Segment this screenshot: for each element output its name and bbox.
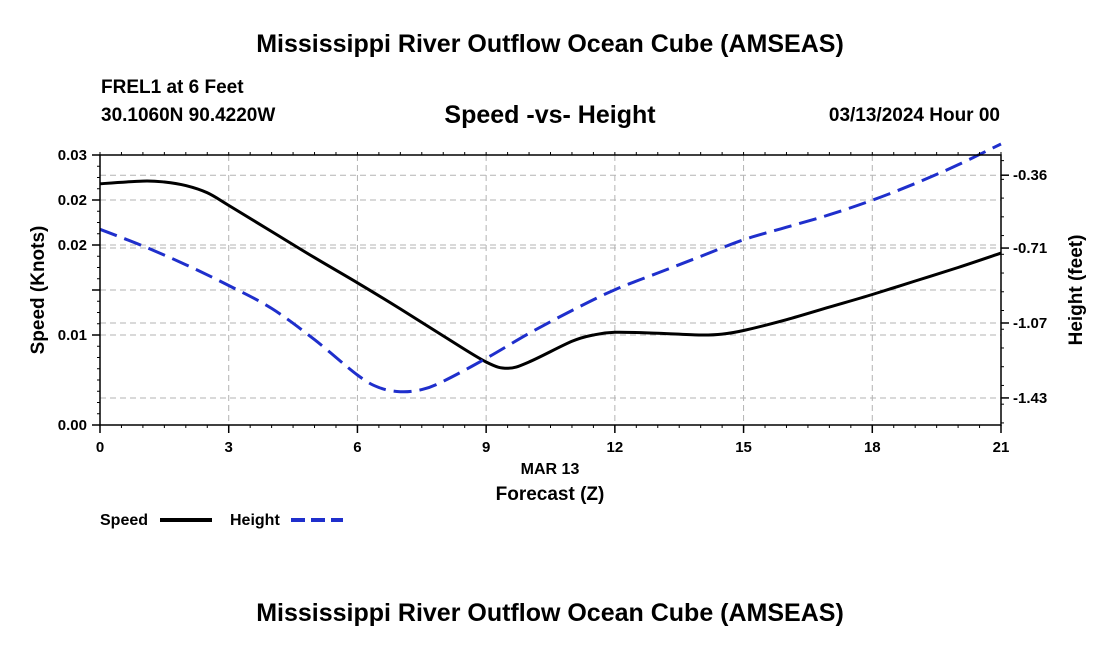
y-right-tick-label: -1.07 — [1013, 315, 1047, 332]
page-title: Mississippi River Outflow Ocean Cube (AM… — [256, 30, 844, 58]
x-tick-label: 12 — [607, 439, 624, 456]
y-left-tick-label: 0.03 — [58, 147, 87, 164]
grid — [100, 155, 1001, 425]
y-left-tick-label: 0.02 — [58, 192, 87, 209]
y-right-tick-label: -0.36 — [1013, 167, 1047, 184]
x-tick-label: 0 — [96, 439, 104, 456]
x-tick-label: 15 — [735, 439, 752, 456]
legend-height-label: Height — [230, 512, 280, 529]
legend: Speed Height — [100, 512, 343, 529]
axes: 0 3 6 9 12 15 18 21 0.00 0.01 0.02 0.02 0.03 -1.43 -1.… — [58, 147, 1047, 456]
x-tick-label: 3 — [225, 439, 233, 456]
station-name: FREL1 at 6 Feet — [101, 77, 244, 98]
forecast-date: 03/13/2024 Hour 00 — [828, 105, 1000, 126]
x-tick-label: 21 — [993, 439, 1010, 456]
height-line — [99, 142, 1002, 394]
series-layer — [99, 142, 1002, 394]
legend-speed-label: Speed — [100, 512, 148, 529]
y-left-tick-label: 0.01 — [58, 327, 87, 344]
x-tick-label: 9 — [482, 439, 490, 456]
y-left-tick-label: 0.00 — [58, 417, 87, 434]
y-right-tick-label: -1.43 — [1013, 390, 1047, 407]
x-tick-label: 6 — [353, 439, 361, 456]
x-axis-label: Forecast (Z) — [496, 484, 605, 505]
y-right-tick-label: -0.71 — [1013, 240, 1047, 257]
station-coordinates: 30.1060N 90.4220W — [101, 105, 276, 126]
footer-title: Mississippi River Outflow Ocean Cube (AM… — [256, 599, 844, 627]
x-tick-label: 18 — [864, 439, 881, 456]
x-axis-date-label: MAR 13 — [521, 461, 580, 478]
chart-subtitle: Speed -vs- Height — [444, 101, 656, 129]
speed-line — [99, 179, 1002, 370]
y-axis-right-label: Height (feet) — [1066, 235, 1087, 346]
y-axis-left-label: Speed (Knots) — [28, 226, 49, 355]
y-left-tick-label: 0.02 — [58, 237, 87, 254]
